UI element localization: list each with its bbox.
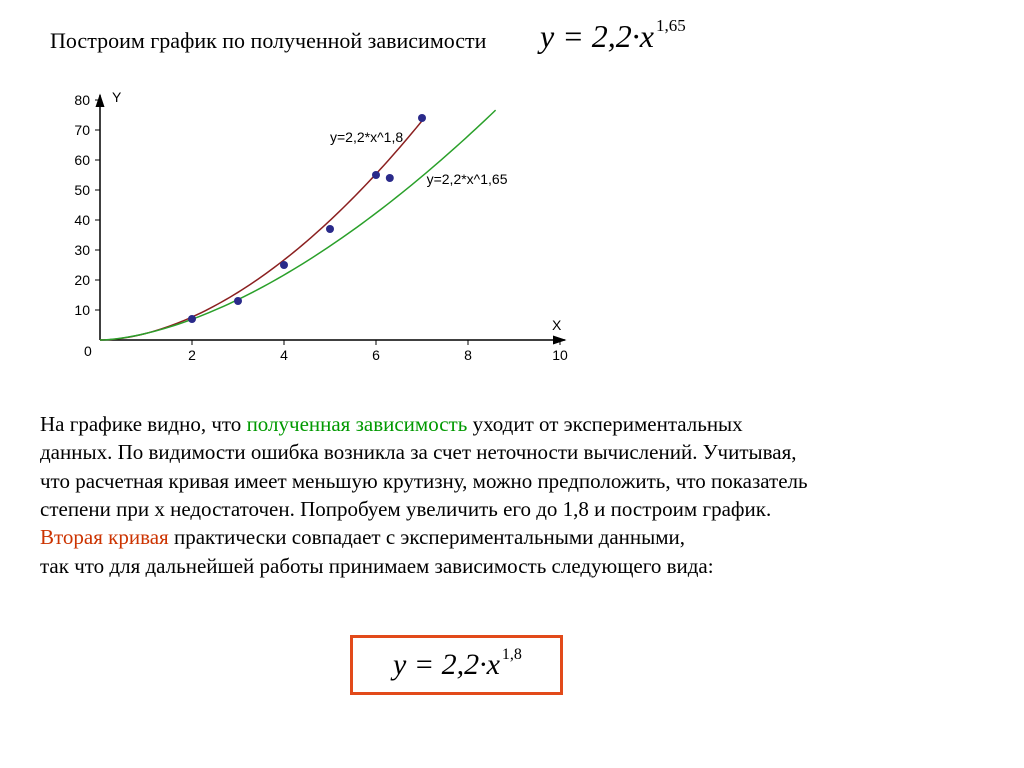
svg-text:X: X (552, 317, 562, 333)
equation-top: y = 2,2·x1,65 (540, 18, 684, 55)
para-t2: уходит от экспериментальных (467, 412, 742, 436)
svg-text:10: 10 (74, 302, 90, 318)
svg-text:60: 60 (74, 152, 90, 168)
svg-text:2: 2 (188, 347, 196, 363)
para-t3: данных. По видимости ошибка возникла за … (40, 440, 797, 464)
eq-top-coeff: 2,2·x (592, 18, 654, 54)
eq-bot-exp: 1,8 (502, 646, 522, 663)
svg-text:10: 10 (552, 347, 568, 363)
chart-container: Y X 0 10 20 30 40 50 60 70 80 2 4 6 8 10 y=2,2*x^1,8 y=2,… (50, 80, 580, 380)
eq-bot-coeff: 2,2·x (442, 648, 500, 681)
para-t7: так что для дальнейшей работы принимаем … (40, 554, 714, 578)
page-title: Построим график по полученной зависимост… (50, 28, 486, 54)
svg-text:0: 0 (84, 343, 92, 359)
svg-text:y=2,2*x^1,8: y=2,2*x^1,8 (330, 129, 403, 145)
para-t4: что расчетная кривая имеет меньшую крути… (40, 469, 808, 493)
eq-top-lhs: y (540, 18, 554, 54)
svg-text:50: 50 (74, 182, 90, 198)
chart-svg: Y X 0 10 20 30 40 50 60 70 80 2 4 6 8 10 y=2,2*x^1,8 y=2,… (50, 80, 580, 380)
svg-text:y=2,2*x^1,65: y=2,2*x^1,65 (427, 171, 508, 187)
svg-text:70: 70 (74, 122, 90, 138)
svg-text:80: 80 (74, 92, 90, 108)
explanation-paragraph: На графике видно, что полученная зависим… (40, 410, 980, 580)
svg-text:40: 40 (74, 212, 90, 228)
svg-text:6: 6 (372, 347, 380, 363)
svg-text:30: 30 (74, 242, 90, 258)
equation-box: y = 2,2·x1,8 (350, 635, 563, 695)
para-t6: практически совпадает с экспериментальны… (169, 525, 685, 549)
eq-bot-eq: = (406, 648, 441, 681)
para-t5: степени при x недостаточен. Попробуем ув… (40, 497, 771, 521)
svg-text:Y: Y (112, 89, 122, 105)
eq-top-exp: 1,65 (656, 16, 686, 35)
svg-text:20: 20 (74, 272, 90, 288)
svg-text:4: 4 (280, 347, 288, 363)
eq-bot-lhs: y (393, 648, 406, 681)
eq-top-eq: = (554, 18, 592, 54)
svg-text:8: 8 (464, 347, 472, 363)
para-green: полученная зависимость (247, 412, 468, 436)
para-t1: На графике видно, что (40, 412, 247, 436)
para-red: Вторая кривая (40, 525, 169, 549)
